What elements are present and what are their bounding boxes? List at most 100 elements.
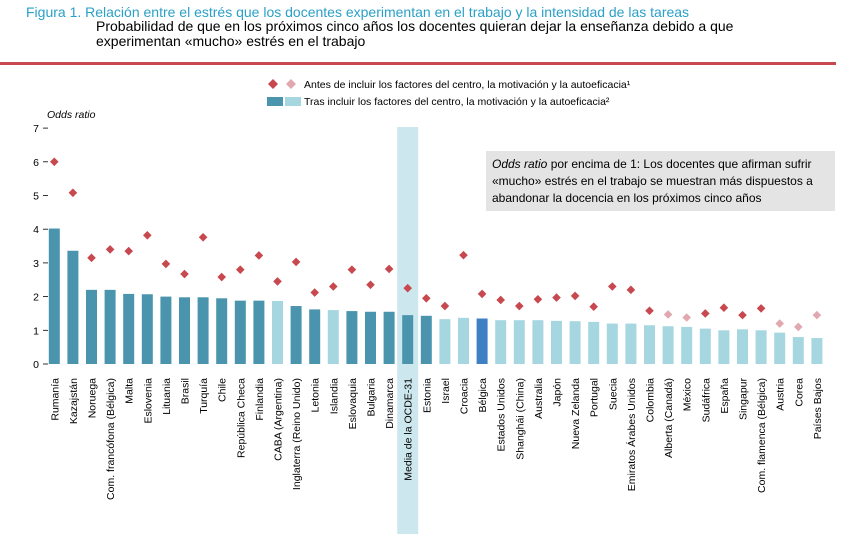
diamond-marker: [161, 259, 171, 269]
category-label: Brasil: [180, 378, 192, 404]
category-label: CABA (Argentina): [273, 378, 285, 461]
bar: [439, 319, 451, 364]
category-label: Com. flamenca (Bélgica): [756, 378, 768, 493]
title-rule: [0, 62, 836, 65]
category-label: Nueva Zelanda: [570, 378, 582, 449]
category-label: Portugal: [589, 378, 601, 417]
note-italic: Odds ratio: [492, 157, 548, 171]
legend-after-label: Tras incluir los factores del centro, la…: [304, 96, 610, 108]
bar: [86, 289, 97, 364]
diamond-marker: [143, 230, 152, 240]
category-label: Kazajstán: [68, 378, 80, 424]
category-label: Islandia: [328, 378, 340, 414]
diamond-marker: [422, 293, 431, 303]
bars-after-adjustment: [48, 228, 823, 364]
category-label: Estados Unidos: [496, 378, 508, 452]
diamond-marker: [459, 250, 468, 260]
bar: [774, 332, 786, 364]
bar: [755, 330, 767, 364]
bar: [272, 300, 283, 364]
note-box: Odds ratio por encima de 1: Los docentes…: [486, 151, 835, 211]
diamond-marker: [682, 313, 691, 322]
category-label: Países Bajos: [812, 378, 824, 439]
diamond-marker: [347, 265, 357, 274]
subtitle-line-2: experimentan «mucho» estrés en el trabaj…: [96, 33, 366, 49]
bar: [141, 294, 153, 364]
diamond-marker: [68, 188, 78, 198]
diamond-marker: [217, 272, 226, 282]
bar: [718, 330, 730, 364]
bar: [160, 296, 172, 364]
diamond-marker: [663, 310, 673, 319]
diamond-marker: [440, 301, 450, 311]
diamond-marker: [310, 288, 319, 297]
note-line-3: abandonar la docencia en los próximos ci…: [492, 191, 762, 205]
diamond-marker: [384, 264, 394, 274]
bar: [234, 300, 246, 364]
chart-legend: Antes de incluir los factores del centro…: [267, 79, 631, 108]
diamond-marker: [626, 285, 636, 295]
diamond-marker: [608, 282, 617, 291]
bar: [197, 297, 209, 364]
bar: [569, 321, 581, 364]
diamond-marker: [645, 306, 654, 316]
diamond-marker: [589, 302, 598, 312]
diamond-marker: [329, 282, 338, 291]
category-label: Singapur: [738, 377, 750, 420]
legend-bar-not-significant: [285, 97, 301, 106]
legend-before-label: Antes de incluir los factores del centro…: [304, 79, 631, 91]
bar: [625, 323, 637, 364]
diamond-marker: [291, 257, 301, 267]
category-label: Inglaterra (Reino Unido): [291, 378, 303, 490]
diamond-marker: [50, 157, 59, 167]
bar: [606, 323, 618, 364]
bar: [458, 317, 469, 364]
category-label: Emiratos Árabes Unidos: [625, 378, 638, 491]
diamond-marker: [477, 289, 487, 299]
category-label: Corea: [793, 378, 805, 407]
y-tick-label: 2: [33, 292, 39, 304]
diamond-marker: [775, 319, 784, 328]
category-label: Eslovenia: [142, 378, 154, 424]
category-label: Dinamarca: [384, 378, 396, 429]
bar: [290, 306, 302, 364]
category-label: Japón: [552, 378, 564, 407]
bar: [420, 315, 432, 364]
category-label: Lituania: [161, 378, 173, 415]
bar: [792, 337, 804, 364]
category-labels: Rumanía Kazajstán Noruega Com. francófona (…: [49, 377, 824, 499]
category-label: Israel: [440, 378, 452, 404]
y-tick-label: 1: [33, 325, 39, 337]
legend-diamond-significant: [268, 79, 278, 89]
category-label: Finlandia: [254, 378, 266, 421]
category-label: Rumanía: [49, 378, 61, 421]
subtitle-line-1: Probabilidad de que en los próximos cinc…: [96, 18, 734, 34]
figure-title: Figura 1. Relación entre el estrés que l…: [26, 4, 690, 20]
bar: [179, 297, 190, 364]
diamond-marker: [515, 301, 524, 311]
bar: [327, 310, 339, 364]
category-label: España: [719, 378, 731, 414]
category-label: Suecia: [607, 378, 619, 410]
y-tick-label: 0: [33, 359, 39, 371]
diamond-marker: [533, 294, 543, 304]
category-label: Austria: [775, 378, 787, 411]
category-label: Com. francófona (Bélgica): [105, 378, 117, 500]
bar: [551, 320, 562, 364]
diamond-marker: [794, 322, 803, 332]
legend-diamond-not-significant: [286, 79, 296, 89]
diamond-marker: [254, 251, 264, 260]
odds-ratio-chart: Antes de incluir los factores del centro…: [33, 79, 835, 534]
bar: [588, 321, 600, 364]
diamond-marker: [87, 253, 96, 263]
diamond-marker: [719, 303, 729, 313]
bar: [309, 309, 321, 364]
y-tick-label: 6: [33, 157, 39, 169]
bar: [67, 250, 79, 364]
diamond-marker: [738, 310, 747, 320]
bar: [346, 311, 358, 364]
diamond-marker: [198, 232, 208, 242]
y-tick-label: 3: [33, 258, 39, 270]
category-label: Noruega: [87, 378, 99, 418]
bar: [737, 329, 748, 364]
